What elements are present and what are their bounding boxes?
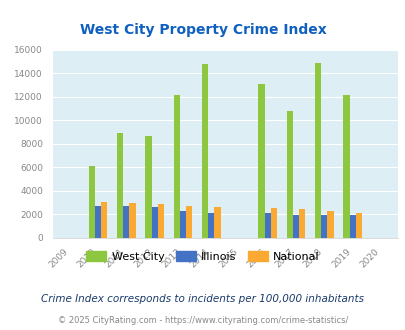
Bar: [95, 207, 101, 238]
Bar: [151, 207, 157, 238]
Bar: [145, 136, 151, 238]
Bar: [349, 215, 355, 238]
Bar: [286, 111, 292, 238]
Bar: [179, 211, 185, 238]
Bar: [185, 206, 192, 238]
Bar: [123, 207, 129, 238]
Bar: [88, 166, 95, 238]
Bar: [129, 203, 135, 238]
Bar: [314, 63, 320, 238]
Bar: [327, 211, 333, 238]
Bar: [173, 95, 179, 238]
Legend: West City, Illinois, National: West City, Illinois, National: [81, 247, 324, 267]
Bar: [298, 209, 305, 238]
Text: West City Property Crime Index: West City Property Crime Index: [79, 23, 326, 37]
Bar: [258, 83, 264, 238]
Bar: [343, 95, 349, 238]
Bar: [157, 204, 164, 238]
Text: © 2025 CityRating.com - https://www.cityrating.com/crime-statistics/: © 2025 CityRating.com - https://www.city…: [58, 316, 347, 325]
Bar: [201, 64, 208, 238]
Bar: [101, 202, 107, 238]
Bar: [117, 133, 123, 238]
Bar: [320, 215, 327, 238]
Bar: [292, 215, 298, 238]
Bar: [264, 214, 270, 238]
Bar: [270, 208, 277, 238]
Bar: [355, 213, 361, 238]
Bar: [208, 214, 214, 238]
Bar: [214, 207, 220, 238]
Text: Crime Index corresponds to incidents per 100,000 inhabitants: Crime Index corresponds to incidents per…: [41, 294, 364, 304]
